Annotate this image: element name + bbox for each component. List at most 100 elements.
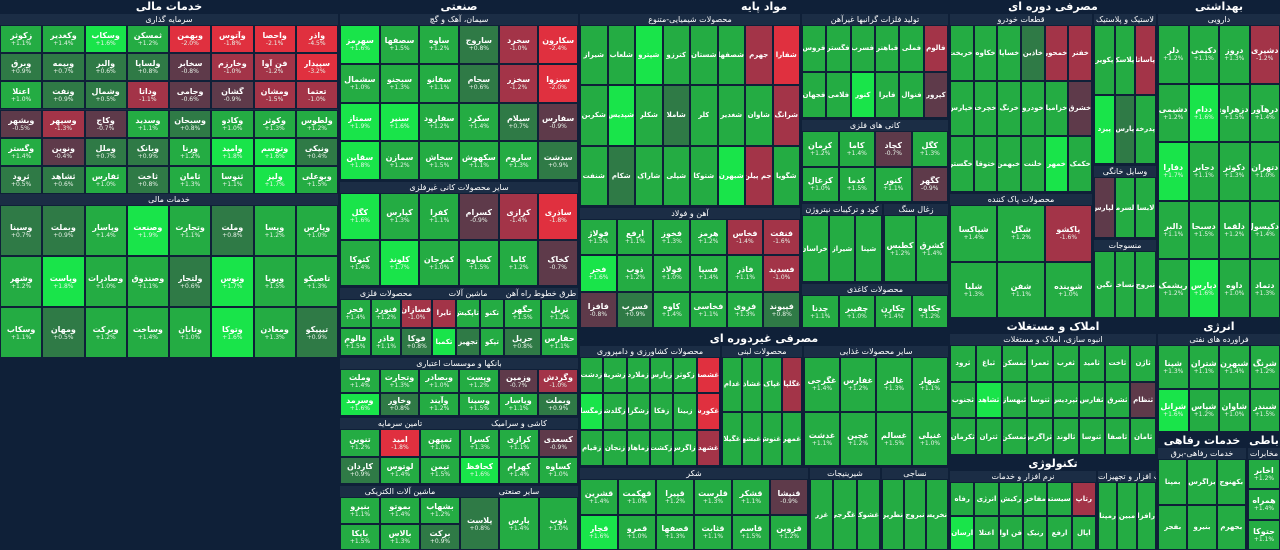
symbol-tile[interactable]: کگل +1.3% bbox=[911, 131, 948, 167]
symbol-tile[interactable]: وسینا +0.7% bbox=[0, 205, 43, 256]
symbol-tile[interactable]: خریخت+1.1% bbox=[950, 25, 974, 81]
symbol-tile[interactable]: شپترو+1.8% bbox=[635, 25, 663, 86]
symbol-tile[interactable]: اعتلا+1.0% bbox=[974, 516, 999, 550]
symbol-tile[interactable]: ثاصفا+1.3% bbox=[1104, 418, 1131, 455]
symbol-tile[interactable]: وسکاب +1.1% bbox=[0, 307, 43, 358]
symbol-tile[interactable]: رکیش+1.3% bbox=[998, 482, 1023, 516]
symbol-tile[interactable]: ددام +1.6% bbox=[1188, 83, 1219, 143]
symbol-tile[interactable]: سجام +0.6% bbox=[459, 63, 499, 103]
symbol-tile[interactable]: وپسا +1.2% bbox=[253, 205, 296, 256]
symbol-tile[interactable]: قشکر +1.1% bbox=[732, 479, 770, 515]
symbol-tile[interactable]: ولطوس +1.2% bbox=[295, 109, 338, 138]
symbol-tile[interactable]: غفارس +1.2% bbox=[840, 357, 876, 412]
symbol-tile[interactable]: وداتا -1.1% bbox=[126, 81, 169, 110]
symbol-tile[interactable]: دالبر +1.1% bbox=[1158, 200, 1189, 260]
symbol-tile[interactable]: لپارس-0.9% bbox=[1094, 177, 1115, 238]
symbol-tile[interactable]: وخاور +0.8% bbox=[379, 392, 420, 416]
symbol-tile[interactable]: فسدید -1.0% bbox=[763, 255, 800, 292]
symbol-tile[interactable]: شپدیس+1.6% bbox=[607, 85, 635, 146]
symbol-tile[interactable]: تعتما -1.0% bbox=[295, 81, 338, 110]
symbol-tile[interactable]: کرمان +1.2% bbox=[802, 131, 839, 167]
symbol-tile[interactable]: سیلام +0.7% bbox=[498, 102, 539, 142]
symbol-tile[interactable]: ثامان+1.0% bbox=[1130, 418, 1156, 455]
symbol-tile[interactable]: سمازن +1.2% bbox=[379, 141, 420, 180]
symbol-tile[interactable]: وکادو +1.0% bbox=[211, 109, 254, 138]
symbol-tile[interactable]: فن آوا+1.3% bbox=[998, 516, 1023, 550]
symbol-tile[interactable]: دکوثر +1.3% bbox=[1219, 142, 1250, 201]
symbol-tile[interactable]: بشهاب +1.2% bbox=[420, 497, 460, 524]
symbol-tile[interactable]: کچاد -0.7% bbox=[875, 131, 912, 167]
symbol-tile[interactable]: وپارس +1.0% bbox=[295, 205, 338, 256]
symbol-tile[interactable]: فباهنر+1.4% bbox=[875, 25, 900, 72]
symbol-tile[interactable]: تجهیز+0.9% bbox=[456, 327, 480, 356]
symbol-tile[interactable]: وگستر +1.4% bbox=[0, 137, 43, 166]
symbol-tile[interactable]: وکوثر +1.3% bbox=[253, 109, 296, 138]
symbol-tile[interactable]: ختوقا+1.4% bbox=[973, 136, 998, 192]
symbol-tile[interactable]: دسبحا +1.5% bbox=[1188, 200, 1219, 260]
symbol-tile[interactable]: رفاه+1.4% bbox=[950, 482, 975, 516]
symbol-tile[interactable]: ومعادن +1.3% bbox=[253, 307, 296, 358]
symbol-tile[interactable]: وشهر +1.2% bbox=[0, 256, 43, 307]
symbol-tile[interactable]: زشگزا+1.1% bbox=[626, 393, 650, 430]
symbol-tile[interactable]: فاذر +1.1% bbox=[726, 255, 764, 292]
symbol-tile[interactable]: رافزا+1.1% bbox=[1136, 482, 1156, 550]
symbol-tile[interactable]: شرانگ-1.2% bbox=[772, 85, 800, 146]
symbol-tile[interactable]: ثاژن+1.2% bbox=[1130, 345, 1156, 382]
symbol-tile[interactable]: شاوان+1.0% bbox=[745, 85, 773, 146]
symbol-tile[interactable]: وزمین -0.7% bbox=[498, 369, 539, 393]
symbol-tile[interactable]: سکرد +1.4% bbox=[459, 102, 499, 142]
symbol-tile[interactable]: لوتوس +1.4% bbox=[380, 456, 420, 484]
symbol-tile[interactable]: غبشهر+1.0% bbox=[742, 411, 762, 466]
symbol-tile[interactable]: چکارن +1.4% bbox=[875, 295, 912, 328]
symbol-tile[interactable]: برکت +0.9% bbox=[420, 523, 460, 550]
symbol-tile[interactable]: پلاست +0.8% bbox=[460, 497, 500, 550]
symbol-tile[interactable]: داوه +1.0% bbox=[1219, 259, 1250, 318]
symbol-tile[interactable]: زفکا+1.5% bbox=[650, 393, 674, 430]
symbol-tile[interactable]: شاراک+1.1% bbox=[635, 145, 663, 206]
symbol-tile[interactable]: زملارد+1.4% bbox=[626, 357, 650, 394]
symbol-tile[interactable]: ثجنوب+1.2% bbox=[950, 381, 976, 419]
symbol-tile[interactable]: ثامید+1.3% bbox=[1078, 345, 1105, 382]
symbol-tile[interactable]: فسپا +1.4% bbox=[690, 255, 727, 292]
symbol-tile[interactable]: خکمک+1.2% bbox=[1068, 136, 1092, 192]
symbol-tile[interactable]: کنور+1.6% bbox=[850, 71, 875, 118]
symbol-tile[interactable]: فسرب+1.2% bbox=[850, 25, 875, 72]
symbol-tile[interactable]: تکمبا+1.6% bbox=[432, 327, 456, 356]
symbol-tile[interactable]: وبانک +0.9% bbox=[126, 137, 169, 166]
symbol-tile[interactable]: غگلپا-1.1% bbox=[782, 357, 802, 412]
symbol-tile[interactable]: دکپسول+1.4% bbox=[1249, 200, 1280, 260]
symbol-tile[interactable]: وبرق +0.9% bbox=[0, 53, 43, 82]
symbol-tile[interactable]: زقیام+1.3% bbox=[580, 429, 604, 466]
symbol-tile[interactable]: غچین +1.2% bbox=[840, 411, 876, 466]
symbol-tile[interactable]: فالوم +1.5% bbox=[340, 327, 371, 356]
symbol-tile[interactable]: قهکمت +1.0% bbox=[618, 479, 656, 515]
symbol-tile[interactable]: تاپکیش+1.4% bbox=[456, 299, 480, 328]
symbol-tile[interactable]: فن آوا -1.2% bbox=[253, 53, 296, 82]
symbol-tile[interactable]: شرانل +1.6% bbox=[1158, 388, 1189, 432]
symbol-tile[interactable]: خاذین+0.8% bbox=[1021, 25, 1045, 81]
symbol-tile[interactable]: گشان -0.9% bbox=[211, 81, 254, 110]
symbol-tile[interactable]: ثمسکن+1.2% bbox=[1001, 345, 1028, 382]
symbol-tile[interactable]: کحافظ +1.6% bbox=[460, 456, 500, 484]
symbol-tile[interactable]: بنیرو +1.1% bbox=[340, 497, 380, 524]
symbol-tile[interactable]: قلرست +1.3% bbox=[694, 479, 732, 515]
symbol-tile[interactable]: خمهر+1.6% bbox=[1044, 136, 1069, 192]
symbol-tile[interactable]: تایرا-1.3% bbox=[432, 299, 456, 328]
symbol-tile[interactable]: شپاس +1.2% bbox=[1188, 388, 1219, 432]
symbol-tile[interactable]: شفارا-2.2% bbox=[772, 25, 800, 86]
symbol-tile[interactable]: پاکشو -1.6% bbox=[1044, 205, 1092, 262]
symbol-tile[interactable]: کتوکا +1.4% bbox=[340, 239, 380, 286]
symbol-tile[interactable]: دروز +1.3% bbox=[1219, 25, 1250, 84]
symbol-tile[interactable]: دتهران +1.0% bbox=[1249, 142, 1280, 201]
symbol-tile[interactable]: ثشرق+1.2% bbox=[1104, 381, 1131, 419]
symbol-tile[interactable]: غپاک+1.2% bbox=[762, 357, 782, 412]
symbol-tile[interactable]: سنیر +1.6% bbox=[379, 102, 420, 142]
symbol-tile[interactable]: ثغرب+1.0% bbox=[1053, 345, 1079, 382]
symbol-tile[interactable]: مفاخر+1.1% bbox=[1023, 482, 1048, 516]
symbol-tile[interactable]: کشرق +1.4% bbox=[916, 215, 948, 282]
symbol-tile[interactable]: ثامان +1.3% bbox=[169, 165, 212, 194]
symbol-tile[interactable]: غشوکو+1.2% bbox=[856, 479, 880, 550]
symbol-tile[interactable]: سمتاز +1.9% bbox=[340, 102, 380, 142]
symbol-tile[interactable]: وتجارت +1.1% bbox=[169, 205, 212, 256]
symbol-tile[interactable]: فنفت -1.6% bbox=[763, 219, 800, 256]
